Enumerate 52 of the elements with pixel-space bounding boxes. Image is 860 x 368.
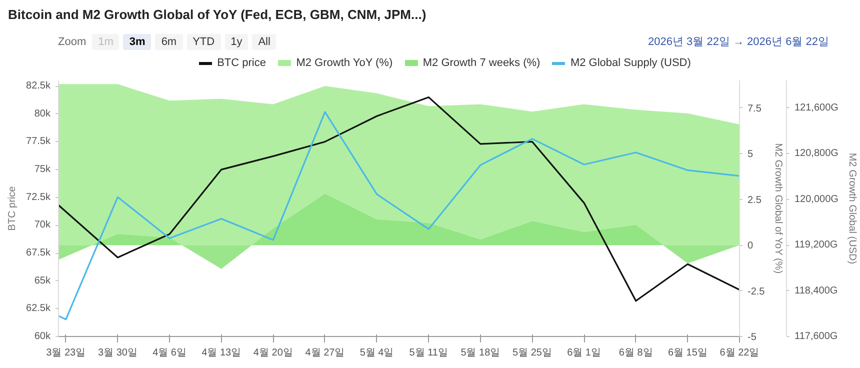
y2-axis-title: M2 Growth Global of YoY (%) <box>772 143 784 274</box>
chart-title: Bitcoin and M2 Growth Global of YoY (Fed, ECB, GBM, CNM, JPM...) <box>8 6 428 24</box>
y-tick-label: 65k <box>34 275 52 286</box>
x-tick-label: 3월 30일 <box>98 348 138 358</box>
text: 6m <box>155 34 183 50</box>
text: 1m <box>92 34 120 50</box>
legend-label: BTC price <box>217 57 266 70</box>
text: 1y <box>224 34 248 50</box>
y2-tick-label: 2.5 <box>748 194 762 206</box>
x-tick-label: 5월 25일 <box>512 348 552 358</box>
y-tick-label: 72.5k <box>26 192 52 203</box>
x-tick-label: 6월 15일 <box>668 348 708 358</box>
y-tick-label: 75k <box>34 164 52 176</box>
x-tick-label: 4월 20일 <box>253 348 293 358</box>
text: 3m <box>123 34 152 50</box>
legend-label: M2 Growth 7 weeks (%) <box>422 57 540 70</box>
y-tick-label: 80k <box>34 108 52 120</box>
y3-tick-label: 118,400G <box>794 285 838 296</box>
x-tick-label: 4월 27일 <box>305 348 345 358</box>
x-tick-label: 6월 22일 <box>720 348 760 358</box>
legend-label: M2 Growth YoY (%) <box>296 57 393 70</box>
x-tick-label: 5월 11일 <box>409 348 448 358</box>
y-tick-label: 62.5k <box>26 303 52 314</box>
y3-tick-label: 119,200G <box>794 240 838 251</box>
text: All <box>252 34 276 50</box>
y2-tick-label: -2.5 <box>748 286 766 298</box>
x-tick-label: 6월 8일 <box>618 348 653 358</box>
x-tick-label: 5월 4일 <box>360 348 394 358</box>
y-axis-title: BTC price <box>7 186 18 231</box>
y3-axis-title: M2 Growth Global (USD) <box>846 152 858 264</box>
x-tick-label: 4월 13일 <box>202 348 242 358</box>
y3-tick-label: 120,800G <box>794 148 839 160</box>
y3-tick-label: 121,600G <box>794 102 839 114</box>
text: Zoom <box>58 36 86 48</box>
y2-tick-label: 7.5 <box>748 103 762 114</box>
y-tick-label: 60k <box>34 331 52 342</box>
y2-tick-label: 0 <box>748 240 754 252</box>
y2-tick-label: -5 <box>748 332 757 343</box>
legend-label: M2 Global Supply (USD) <box>570 57 691 70</box>
x-tick-label: 3월 23일 <box>46 348 86 358</box>
y3-tick-label: 117,600G <box>794 331 838 342</box>
text: YTD <box>186 34 221 50</box>
y-tick-label: 67.5k <box>26 248 52 259</box>
y-tick-label: 70k <box>34 220 52 231</box>
x-tick-label: 5월 18일 <box>460 348 500 358</box>
y-tick-label: 82.5k <box>26 80 52 92</box>
x-tick-label: 4월 6일 <box>152 348 186 358</box>
y3-tick-label: 120,000G <box>794 194 839 205</box>
y-tick-label: 77.5k <box>26 136 52 148</box>
x-tick-label: 6월 1일 <box>567 348 602 358</box>
text: 2026년 3월 22일 → 2026년 6월 22일 <box>648 34 829 50</box>
y2-tick-label: 5 <box>748 149 754 160</box>
